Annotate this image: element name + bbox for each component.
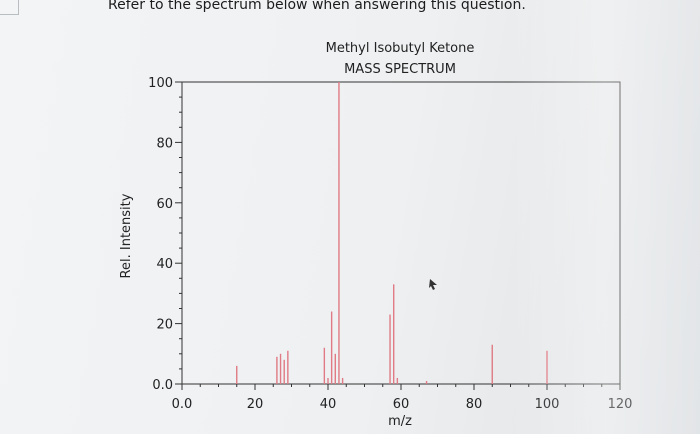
spectrum-peaks xyxy=(236,82,548,384)
x-tick-label: 20 xyxy=(247,397,264,412)
y-axis-label: Rel. Intensity xyxy=(119,193,134,278)
chart-title: Methyl Isobutyl Ketone xyxy=(326,41,475,56)
plot-border xyxy=(181,81,621,385)
x-tick-label: 80 xyxy=(466,397,483,412)
plot-frame xyxy=(181,81,621,385)
question-prompt: Refer to the spectrum below when answeri… xyxy=(108,0,526,13)
y-axis-ticks: 0.0 20 40 60 80 100 xyxy=(148,76,182,393)
cursor-arrow-icon xyxy=(429,279,437,290)
x-axis-label: m/z xyxy=(388,414,412,429)
x-axis-ticks: 0.0 20 40 60 80 100 120 xyxy=(172,384,633,412)
y-tick-label: 20 xyxy=(156,318,173,333)
x-tick-label: 0.0 xyxy=(172,397,193,412)
y-tick-label: 40 xyxy=(156,257,173,272)
y-tick-label: 0.0 xyxy=(152,378,173,393)
corner-frame xyxy=(0,0,19,15)
x-tick-label: 40 xyxy=(320,397,337,412)
x-tick-label: 120 xyxy=(608,397,633,412)
chart-subtitle: MASS SPECTRUM xyxy=(344,62,456,77)
y-tick-label: 80 xyxy=(156,136,173,151)
x-tick-label: 60 xyxy=(393,397,410,412)
y-tick-label: 100 xyxy=(148,76,173,91)
y-tick-label: 60 xyxy=(156,197,173,212)
x-tick-label: 100 xyxy=(535,397,560,412)
